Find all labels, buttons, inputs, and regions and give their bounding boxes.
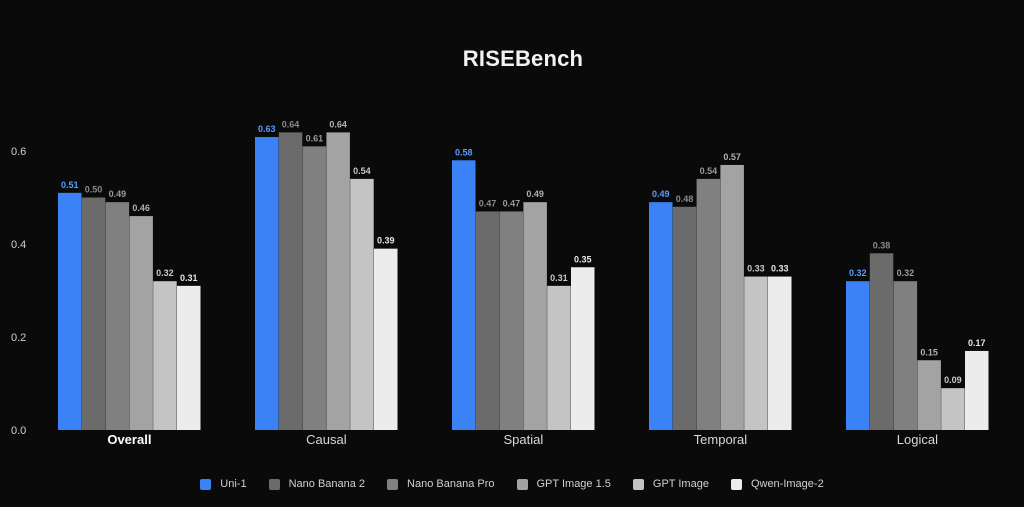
bar-logical-1 (846, 281, 870, 430)
data-label: 0.47 (503, 198, 521, 208)
legend-label: Nano Banana Pro (407, 478, 495, 490)
legend-item: Uni-1 (200, 478, 247, 490)
data-label: 0.49 (109, 189, 127, 199)
bar-causal-4 (326, 132, 350, 430)
data-label: 0.46 (132, 203, 150, 213)
bar-logical-6 (965, 350, 989, 430)
legend-swatch (387, 478, 399, 490)
legend-item: GPT Image (632, 478, 709, 490)
data-label: 0.50 (85, 185, 103, 195)
bar-causal-6 (374, 248, 398, 430)
bar-logical-3 (893, 281, 918, 430)
x-category-label: Spatial (504, 432, 544, 447)
x-category-label: Overall (107, 432, 151, 447)
legend-label: GPT Image (652, 478, 709, 490)
y-tick-label: 0.2 (11, 332, 26, 344)
data-label: 0.31 (180, 273, 198, 283)
bar-overall-5 (153, 281, 177, 430)
chart-title: RISEBench (462, 46, 584, 71)
legend-item: GPT Image 1.5 (516, 478, 611, 490)
bar-overall-6 (177, 285, 201, 430)
data-label: 0.47 (479, 198, 497, 208)
bar-temporal-4 (720, 164, 744, 430)
data-label: 0.61 (306, 133, 324, 143)
data-label: 0.32 (849, 268, 867, 278)
legend-swatch (730, 478, 742, 490)
bar-spatial-2 (475, 211, 500, 430)
data-label: 0.54 (700, 166, 718, 176)
bar-temporal-2 (672, 206, 697, 430)
bar-spatial-4 (523, 202, 547, 430)
bar-causal-2 (278, 132, 303, 430)
legend-label: Uni-1 (220, 478, 247, 490)
bar-chart: 0.0 0.2 0.4 0.6 0.51 0.50 0.49 0.46 0.32 0.31 Over… (11, 119, 989, 447)
bar-causal-3 (302, 146, 327, 430)
data-label: 0.33 (747, 264, 765, 274)
data-label: 0.48 (676, 194, 694, 204)
legend-label: Qwen-Image-2 (750, 478, 824, 490)
data-label: 0.31 (550, 273, 568, 283)
y-tick-label: 0.4 (11, 239, 26, 251)
data-label: 0.35 (574, 254, 592, 264)
legend-swatch (516, 478, 528, 490)
x-category-label: Logical (897, 432, 938, 447)
data-label: 0.64 (282, 119, 300, 129)
data-label: 0.09 (944, 375, 962, 385)
chart-legend: Uni-1 Nano Banana 2 Nano Banana Pro GPT Ima… (0, 478, 1024, 490)
legend-label: Nano Banana 2 (288, 478, 366, 490)
data-label: 0.51 (61, 180, 79, 190)
data-label: 0.58 (455, 147, 473, 157)
y-tick-label: 0.0 (11, 425, 26, 437)
bar-overall-3 (105, 202, 130, 430)
y-tick-label: 0.6 (11, 146, 26, 158)
data-label: 0.39 (377, 236, 395, 246)
bar-temporal-6 (768, 276, 792, 430)
data-label: 0.17 (968, 338, 986, 348)
bar-logical-4 (917, 360, 941, 430)
data-label: 0.64 (329, 119, 347, 129)
bar-spatial-3 (499, 211, 524, 430)
bar-temporal-3 (696, 178, 721, 430)
x-category-label: Temporal (694, 432, 748, 447)
data-label: 0.49 (652, 189, 670, 199)
data-label: 0.15 (920, 347, 938, 357)
bar-temporal-1 (649, 202, 673, 430)
bar-logical-2 (869, 253, 894, 430)
bar-temporal-5 (744, 276, 768, 430)
legend-item: Nano Banana Pro (387, 478, 495, 490)
legend-swatch (200, 478, 212, 490)
data-label: 0.33 (771, 264, 789, 274)
bar-causal-1 (255, 137, 279, 431)
data-label: 0.63 (258, 124, 276, 134)
legend-item: Qwen-Image-2 (730, 478, 824, 490)
data-label: 0.32 (156, 268, 174, 278)
bar-overall-1 (58, 192, 82, 430)
legend-label: GPT Image 1.5 (536, 478, 611, 490)
data-label: 0.38 (873, 240, 891, 250)
data-label: 0.54 (353, 166, 371, 176)
data-label: 0.57 (723, 152, 741, 162)
bar-spatial-1 (452, 160, 476, 431)
bar-spatial-6 (571, 267, 595, 430)
bar-overall-2 (81, 197, 106, 430)
bar-overall-4 (129, 216, 153, 430)
bar-spatial-5 (547, 285, 571, 430)
bar-causal-5 (350, 178, 374, 430)
legend-item: Nano Banana 2 (268, 478, 366, 490)
bar-logical-5 (941, 388, 965, 430)
data-label: 0.32 (897, 268, 915, 278)
data-label: 0.49 (526, 189, 544, 199)
legend-swatch (268, 478, 280, 490)
x-category-label: Causal (306, 432, 347, 447)
legend-swatch (632, 478, 644, 490)
